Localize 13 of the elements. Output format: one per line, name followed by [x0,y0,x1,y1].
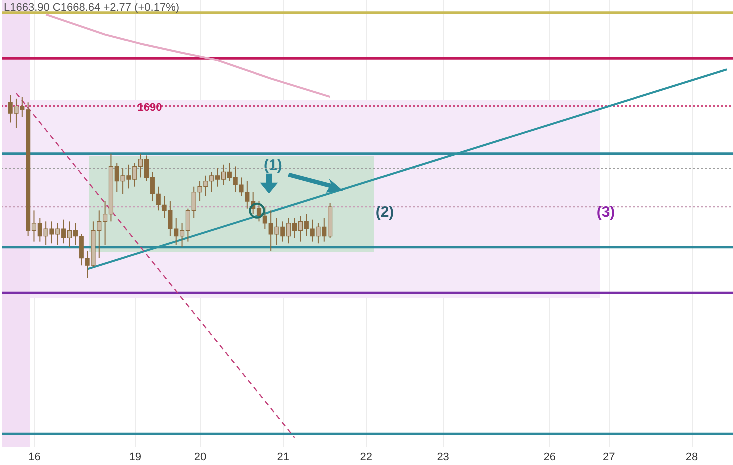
x-tick-label: 28 [686,452,698,464]
x-tick-label: 20 [194,452,207,464]
x-tick-label: 16 [28,452,41,464]
annotation: (2) [376,204,394,221]
x-tick-label: 23 [437,452,450,464]
x-tick-label: 22 [360,452,372,464]
x-tick-label: 21 [277,452,290,464]
x-tick-label: 27 [602,452,616,464]
x-tick-label: 19 [129,452,142,464]
text: L1663.90 C1668.64 +2.77 (+0.17%) [4,2,180,14]
annotation: (3) [596,204,616,221]
x-tick-label: 26 [544,452,556,464]
annotation: 1690 [138,102,162,114]
